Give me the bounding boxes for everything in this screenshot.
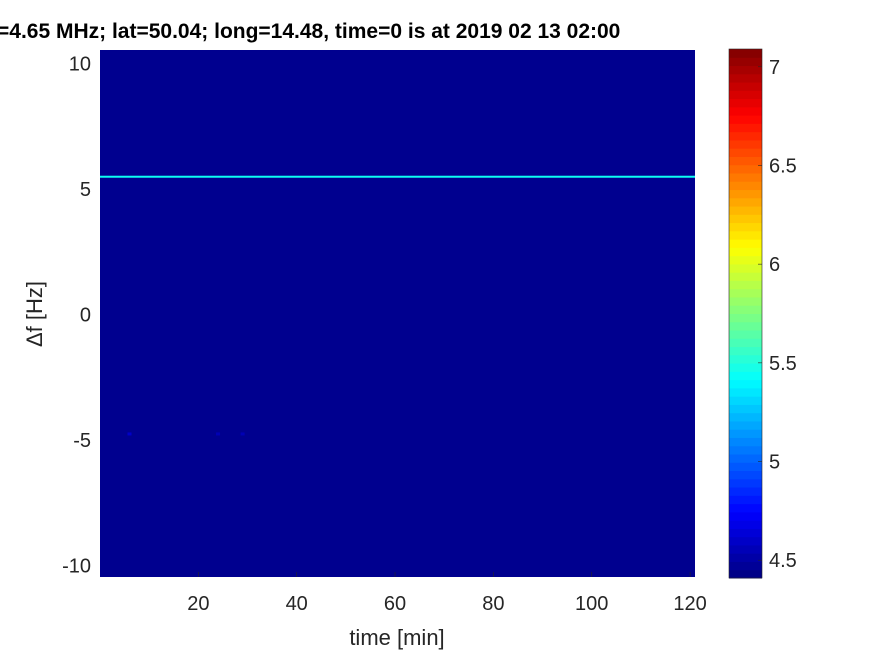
y-tick-label: 10 bbox=[69, 54, 91, 76]
colorbar-segment bbox=[729, 181, 762, 191]
colorbar-segment bbox=[729, 330, 762, 339]
colorbar-segment bbox=[729, 462, 762, 472]
y-axis-label: Δf [Hz] bbox=[22, 281, 47, 347]
colorbar-segment bbox=[729, 296, 762, 306]
signal-line bbox=[100, 175, 695, 178]
colorbar-segment bbox=[729, 503, 762, 513]
colorbar-segment bbox=[729, 321, 762, 331]
colorbar-segment bbox=[729, 445, 762, 455]
colorbar-segment bbox=[729, 379, 762, 389]
colorbar-segment bbox=[729, 470, 762, 480]
colorbar-segment bbox=[729, 90, 762, 100]
y-tick-label: -5 bbox=[73, 430, 91, 452]
colorbar-segment bbox=[729, 214, 762, 224]
colorbar: 4.5 5 5.5 6 6.5 7 bbox=[728, 48, 797, 579]
x-tick-label: 120 bbox=[673, 593, 706, 615]
colorbar-segment bbox=[729, 247, 762, 257]
colorbar-segment bbox=[729, 338, 762, 348]
colorbar-segment bbox=[729, 255, 762, 265]
colorbar-segment bbox=[729, 536, 762, 546]
colorbar-tick-label: 5 bbox=[769, 452, 780, 474]
x-tick-label: 80 bbox=[482, 593, 504, 615]
colorbar-segment bbox=[729, 553, 762, 562]
colorbar-segment bbox=[729, 495, 762, 505]
colorbar-segment bbox=[729, 478, 762, 488]
x-axis: 20 40 60 80 100 120 bbox=[187, 572, 707, 615]
colorbar-segment bbox=[729, 239, 762, 248]
colorbar-segment bbox=[729, 363, 762, 372]
colorbar-segment bbox=[729, 222, 762, 232]
colorbar-segment bbox=[729, 346, 762, 356]
colorbar-segment bbox=[729, 404, 762, 414]
colorbar-segment bbox=[729, 420, 762, 430]
colorbar-segment bbox=[729, 454, 762, 463]
colorbar-segment bbox=[729, 131, 762, 141]
colorbar-segment bbox=[729, 396, 762, 405]
signal-spot bbox=[240, 432, 245, 436]
colorbar-segment bbox=[729, 354, 762, 364]
chart-title: =4.65 MHz; lat=50.04; long=14.48, time=0… bbox=[0, 20, 620, 43]
colorbar-segment bbox=[729, 189, 762, 199]
y-tick-label: -10 bbox=[62, 555, 91, 577]
colorbar-segment bbox=[729, 197, 762, 207]
colorbar-segment bbox=[729, 437, 762, 447]
colorbar-segment bbox=[729, 115, 762, 124]
colorbar-segment bbox=[729, 49, 762, 58]
colorbar-segment bbox=[729, 487, 762, 496]
colorbar-segment bbox=[729, 230, 762, 240]
colorbar-segment bbox=[729, 561, 762, 571]
colorbar-segment bbox=[729, 139, 762, 149]
x-axis-label: time [min] bbox=[349, 625, 444, 650]
colorbar-segment bbox=[729, 544, 762, 554]
signal-spot bbox=[127, 432, 132, 436]
x-tick-label: 60 bbox=[384, 593, 406, 615]
colorbar-segment bbox=[729, 57, 762, 67]
colorbar-segment bbox=[729, 528, 762, 538]
colorbar-segment bbox=[729, 305, 762, 314]
colorbar-segment bbox=[729, 569, 762, 579]
colorbar-segment bbox=[729, 123, 762, 133]
colorbar-segment bbox=[729, 65, 762, 75]
colorbar-segment bbox=[729, 371, 762, 381]
colorbar-segment bbox=[729, 288, 762, 298]
colorbar-tick-label: 4.5 bbox=[769, 550, 797, 572]
colorbar-segment bbox=[729, 511, 762, 521]
colorbar-segment bbox=[729, 164, 762, 174]
y-tick-label: 5 bbox=[80, 179, 91, 201]
y-axis: -10 -5 0 5 10 bbox=[62, 54, 91, 578]
colorbar-segment bbox=[729, 387, 762, 397]
colorbar-segment bbox=[729, 280, 762, 290]
colorbar-segment bbox=[729, 148, 762, 157]
colorbar-segment bbox=[729, 313, 762, 323]
colorbar-segment bbox=[729, 272, 762, 281]
colorbar-segment bbox=[729, 106, 762, 116]
signal-spot bbox=[216, 432, 221, 436]
colorbar-segment bbox=[729, 73, 762, 83]
heatmap-background bbox=[100, 50, 695, 577]
colorbar-segment bbox=[729, 263, 762, 273]
colorbar-tick-label: 6 bbox=[769, 254, 780, 276]
colorbar-segment bbox=[729, 520, 762, 529]
y-tick-label: 0 bbox=[80, 305, 91, 327]
colorbar-segment bbox=[729, 98, 762, 108]
colorbar-segment bbox=[729, 172, 762, 182]
colorbar-segment bbox=[729, 206, 762, 215]
colorbar-segment bbox=[729, 412, 762, 422]
colorbar-tick-label: 7 bbox=[769, 57, 780, 79]
colorbar-segment bbox=[729, 429, 762, 438]
x-tick-label: 20 bbox=[187, 593, 209, 615]
colorbar-segment bbox=[729, 156, 762, 166]
plot-area bbox=[100, 50, 695, 577]
colorbar-tick-label: 5.5 bbox=[769, 353, 797, 375]
colorbar-tick-label: 6.5 bbox=[769, 155, 797, 177]
colorbar-frame bbox=[728, 48, 763, 579]
x-tick-label: 100 bbox=[575, 593, 608, 615]
colorbar-segment bbox=[729, 82, 762, 91]
x-tick-label: 40 bbox=[286, 593, 308, 615]
